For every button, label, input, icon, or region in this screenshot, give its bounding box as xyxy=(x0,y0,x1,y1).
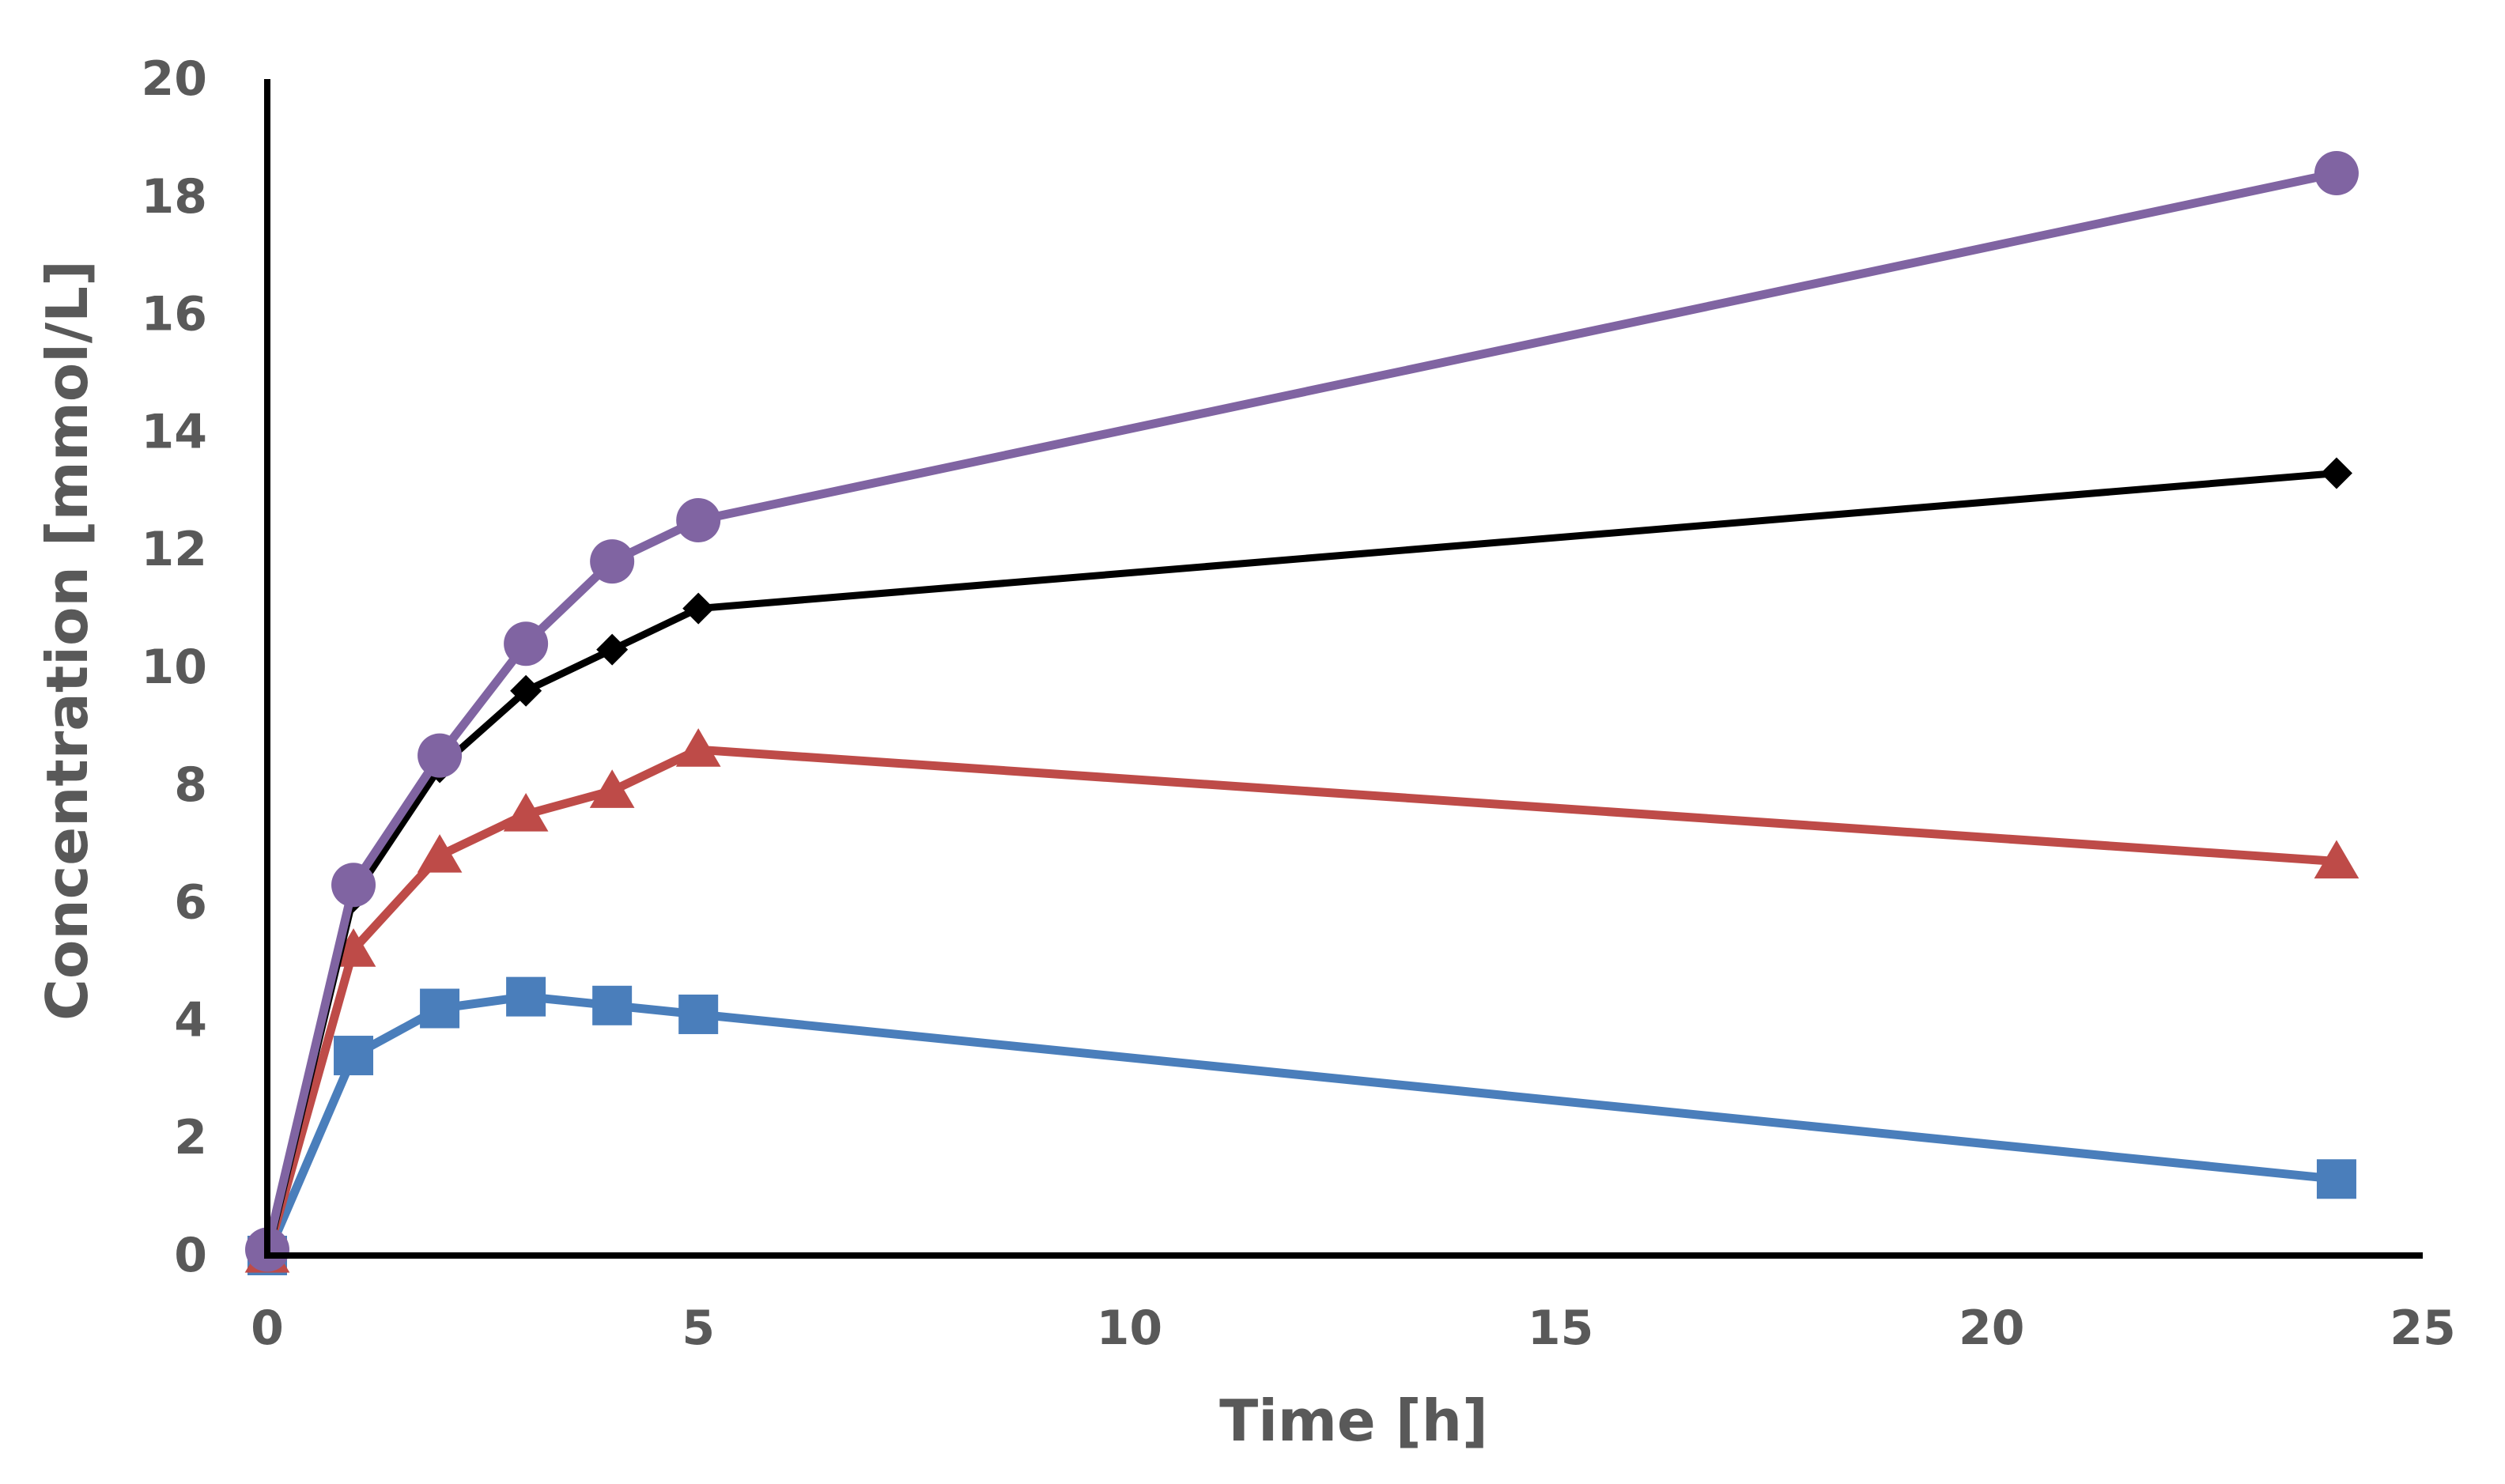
x-axis-title: Time [h] xyxy=(1219,1388,1488,1454)
data-point xyxy=(590,539,635,584)
tick-labels: 0 2 4 6 8 10 12 14 16 18 20 0 5 10 15 20 25 xyxy=(142,51,2456,1356)
data-point xyxy=(589,769,635,808)
data-point xyxy=(334,1036,374,1076)
x-tick-label: 10 xyxy=(1097,1301,1163,1356)
series-4 xyxy=(245,151,2359,1272)
series-line xyxy=(263,168,2341,1255)
x-tick-label: 20 xyxy=(1959,1301,2025,1356)
y-tick-label: 0 xyxy=(174,1228,207,1283)
x-tick-label: 25 xyxy=(2390,1301,2456,1356)
data-point xyxy=(2316,1159,2356,1199)
series-line xyxy=(263,992,2341,1260)
y-tick-label: 20 xyxy=(142,51,208,107)
data-point xyxy=(682,592,715,625)
y-tick-label: 16 xyxy=(142,287,208,342)
data-point xyxy=(331,863,376,908)
data-point xyxy=(506,976,546,1017)
data-point xyxy=(2314,840,2360,879)
data-point xyxy=(417,834,463,873)
y-tick-label: 12 xyxy=(142,522,208,577)
x-tick-label: 0 xyxy=(251,1301,284,1356)
data-point xyxy=(420,988,460,1029)
y-tick-label: 8 xyxy=(174,757,207,813)
y-tick-label: 2 xyxy=(174,1110,207,1165)
x-tick-label: 5 xyxy=(682,1301,715,1356)
y-tick-label: 10 xyxy=(142,640,208,695)
y-axis-title: Concentration [mmol/L] xyxy=(34,260,100,1021)
data-point xyxy=(592,985,633,1025)
data-point xyxy=(596,633,629,666)
y-tick-label: 18 xyxy=(142,169,208,225)
data-point xyxy=(675,728,721,767)
data-point xyxy=(510,674,542,707)
y-tick-label: 4 xyxy=(174,992,207,1048)
data-point xyxy=(418,733,463,778)
y-tick-label: 6 xyxy=(174,875,207,931)
x-tick-label: 15 xyxy=(1528,1301,1594,1356)
data-point xyxy=(2320,457,2352,489)
axes-layer xyxy=(264,79,2423,1259)
data-point xyxy=(676,498,721,542)
data-point xyxy=(678,994,719,1034)
data-point xyxy=(503,793,549,832)
series-layer xyxy=(244,151,2360,1275)
series-1 xyxy=(247,976,2356,1275)
data-point xyxy=(504,621,549,666)
data-point xyxy=(2314,151,2359,196)
y-tick-label: 14 xyxy=(142,404,208,459)
